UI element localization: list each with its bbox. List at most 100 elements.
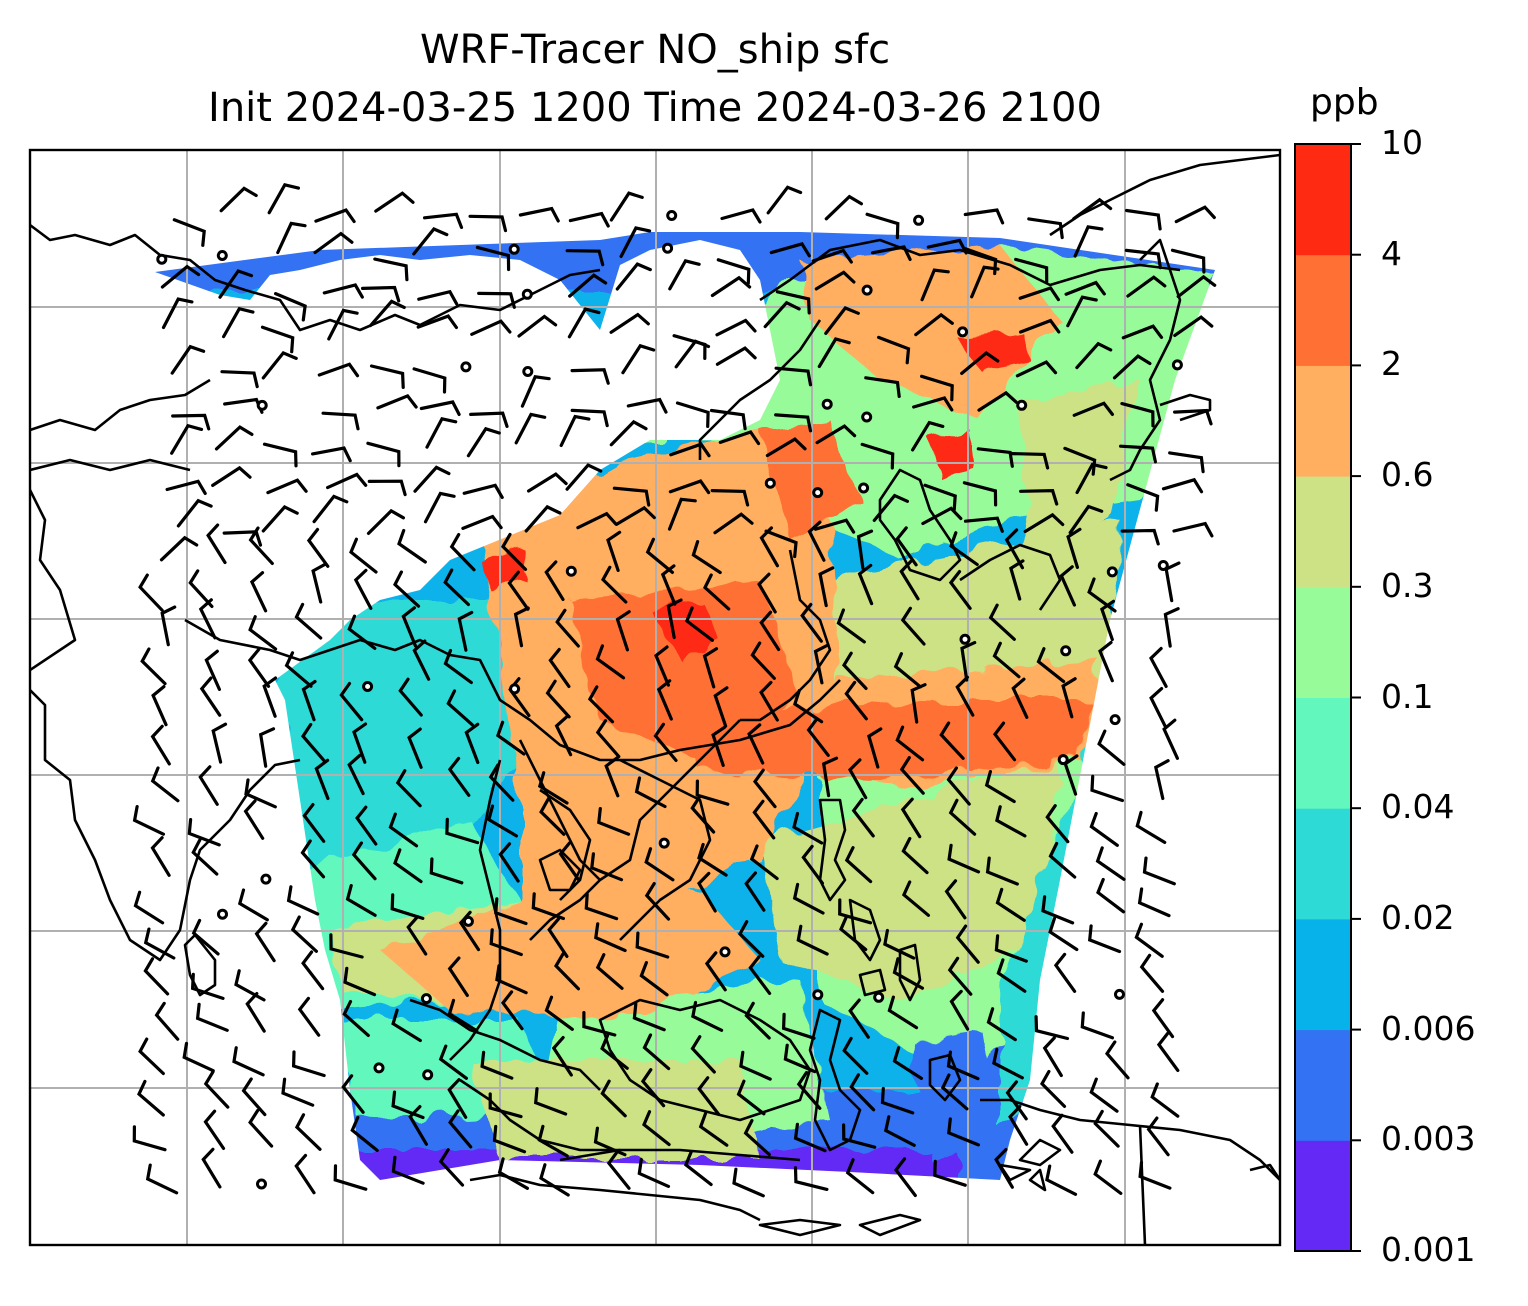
wind-barb [500, 990, 524, 1031]
wind-barb [597, 807, 631, 836]
wind-barb [609, 419, 648, 447]
wind-barb [955, 675, 975, 717]
wind-barb [254, 921, 276, 963]
wind-barb [172, 218, 206, 247]
wind-barb [302, 803, 326, 843]
wind-barb [606, 1150, 631, 1190]
calm-wind-circle [913, 214, 925, 226]
wind-barb [1053, 952, 1077, 993]
wind-barb [1009, 559, 1025, 601]
wind-barb [477, 291, 516, 309]
wind-barb [397, 528, 427, 564]
wind-barb [870, 245, 912, 261]
wind-barb [464, 722, 480, 765]
wind-barb [901, 836, 929, 875]
chart-title-line-1: WRF-Tracer NO_ship sfc [419, 27, 891, 73]
wind-barb [218, 269, 254, 299]
wind-barb [494, 897, 528, 926]
wind-barb [241, 1077, 267, 1117]
wind-barb [703, 573, 731, 611]
wind-barb [517, 314, 558, 338]
wind-barb [1146, 1116, 1170, 1157]
wind-barb [276, 221, 307, 255]
wind-barb [683, 1150, 713, 1187]
wind-barb [495, 964, 528, 995]
wind-barb [568, 273, 608, 298]
wind-barb [668, 259, 701, 291]
wind-barb [237, 888, 269, 922]
wind-barb [1099, 599, 1116, 642]
wind-barb [923, 483, 957, 512]
wind-barb [752, 799, 776, 840]
wind-barb [645, 537, 674, 574]
wind-barb [407, 727, 423, 769]
wind-barb [531, 892, 565, 921]
wind-barb [248, 615, 278, 651]
wind-barb [769, 242, 811, 258]
wind-barb [203, 1070, 230, 1109]
calm-wind-circle [873, 991, 885, 1003]
wind-barb [576, 511, 618, 530]
wind-barb [447, 1078, 468, 1119]
wind-barb [398, 677, 423, 717]
wind-barb [1162, 718, 1179, 760]
wind-barb [138, 573, 164, 612]
wind-barb [1126, 483, 1160, 512]
wind-barb [595, 719, 621, 759]
colorbar [1295, 143, 1361, 1252]
wind-barb [544, 995, 574, 1031]
wind-barb [412, 367, 447, 394]
wind-barb [986, 1007, 1017, 1042]
wind-barb [1172, 521, 1214, 538]
wind-barb [447, 756, 471, 797]
wind-barb [621, 343, 656, 375]
wind-barb [191, 838, 219, 876]
wind-barb [301, 950, 325, 991]
calm-wind-circle [858, 482, 870, 494]
colorbar-band [1295, 365, 1351, 477]
wind-barb [480, 1050, 514, 1080]
wind-barb [245, 992, 266, 1033]
colorbar-tick-label: 0.006 [1381, 1008, 1476, 1048]
wind-barb [248, 526, 274, 565]
calm-wind-circle [662, 242, 674, 254]
wind-barb [159, 535, 199, 562]
map-area [30, 150, 1280, 1245]
wind-barb [1011, 677, 1029, 719]
wind-barb [793, 1122, 827, 1153]
wind-barb [839, 914, 868, 952]
calm-wind-circle [1114, 988, 1125, 1000]
wind-barb [1156, 1032, 1180, 1072]
wind-barb [286, 885, 320, 916]
wind-barb [1104, 1040, 1130, 1080]
wind-barb [710, 275, 752, 298]
wind-barb [533, 1087, 568, 1116]
wind-barb [590, 852, 624, 882]
wind-barb [962, 481, 998, 507]
wind-barb [1045, 1164, 1078, 1196]
wind-barb [170, 344, 206, 375]
map-frame [28, 148, 1282, 1247]
wind-barb [1066, 527, 1082, 569]
wind-barb [412, 227, 449, 256]
wind-barb [900, 606, 926, 646]
wind-barb [995, 887, 1026, 922]
wind-barb [594, 922, 627, 953]
wind-barb [495, 720, 526, 756]
wind-barb [783, 1043, 817, 1074]
wind-barb [417, 289, 459, 306]
wind-barb [709, 408, 747, 431]
colorbar-band [1295, 586, 1351, 698]
wind-barb [1120, 402, 1155, 428]
calm-wind-circle [719, 946, 731, 958]
wind-barb [807, 520, 826, 562]
wind-barb [488, 1092, 523, 1119]
wind-barb [462, 483, 504, 499]
wind-barb [992, 1047, 1024, 1080]
wind-barb [1072, 197, 1113, 221]
wind-barb [752, 768, 777, 809]
wind-barb [544, 560, 565, 601]
colorbar-tick-label: 0.6 [1381, 455, 1434, 495]
wind-barb [413, 465, 451, 493]
wind-barb [1064, 280, 1106, 296]
